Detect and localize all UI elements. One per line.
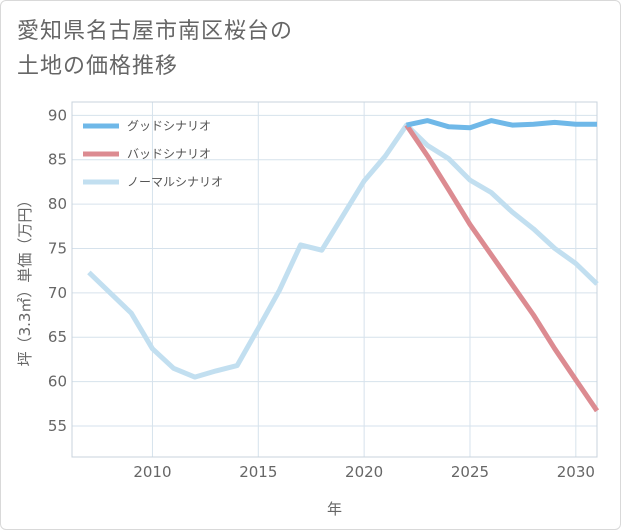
series-lines [87,118,600,413]
y-tick-label: 55 [48,417,67,435]
y-tick-label: 60 [48,373,67,391]
x-tick-label: 2015 [239,463,277,481]
y-tick-label: 70 [48,284,67,302]
x-tick-label: 2010 [133,463,171,481]
x-tick-label: 2030 [557,463,595,481]
x-tick-labels: 2010 2015 2020 2025 2030 [133,463,595,481]
y-axis-label: 坪（3.3㎡）単価（万円） [16,193,34,367]
y-tick-labels: 55 60 65 70 75 80 85 90 [48,106,67,435]
y-tick-label: 90 [48,106,67,124]
title-line-2: 土地の価格推移 [17,54,179,79]
legend-label-2: ノーマルシナリオ [127,175,223,189]
grid [72,102,597,457]
legend-label-0: グッドシナリオ [127,119,211,133]
y-tick-label: 75 [48,239,67,257]
y-tick-label: 85 [48,151,67,169]
chart-title: 愛知県名古屋市南区桜台の 土地の価格推移 [17,14,293,84]
x-tick-label: 2020 [345,463,383,481]
legend-label-1: バッドシナリオ [127,147,211,161]
title-line-1: 愛知県名古屋市南区桜台の [17,19,294,44]
y-tick-label: 65 [48,328,67,346]
x-tick-label: 2025 [451,463,489,481]
series-line-1 [404,123,600,413]
x-axis-label: 年 [327,500,342,518]
y-tick-label: 80 [48,195,67,213]
series-line-2 [87,122,599,380]
series-line-0 [405,118,597,131]
plot-border [71,101,598,458]
